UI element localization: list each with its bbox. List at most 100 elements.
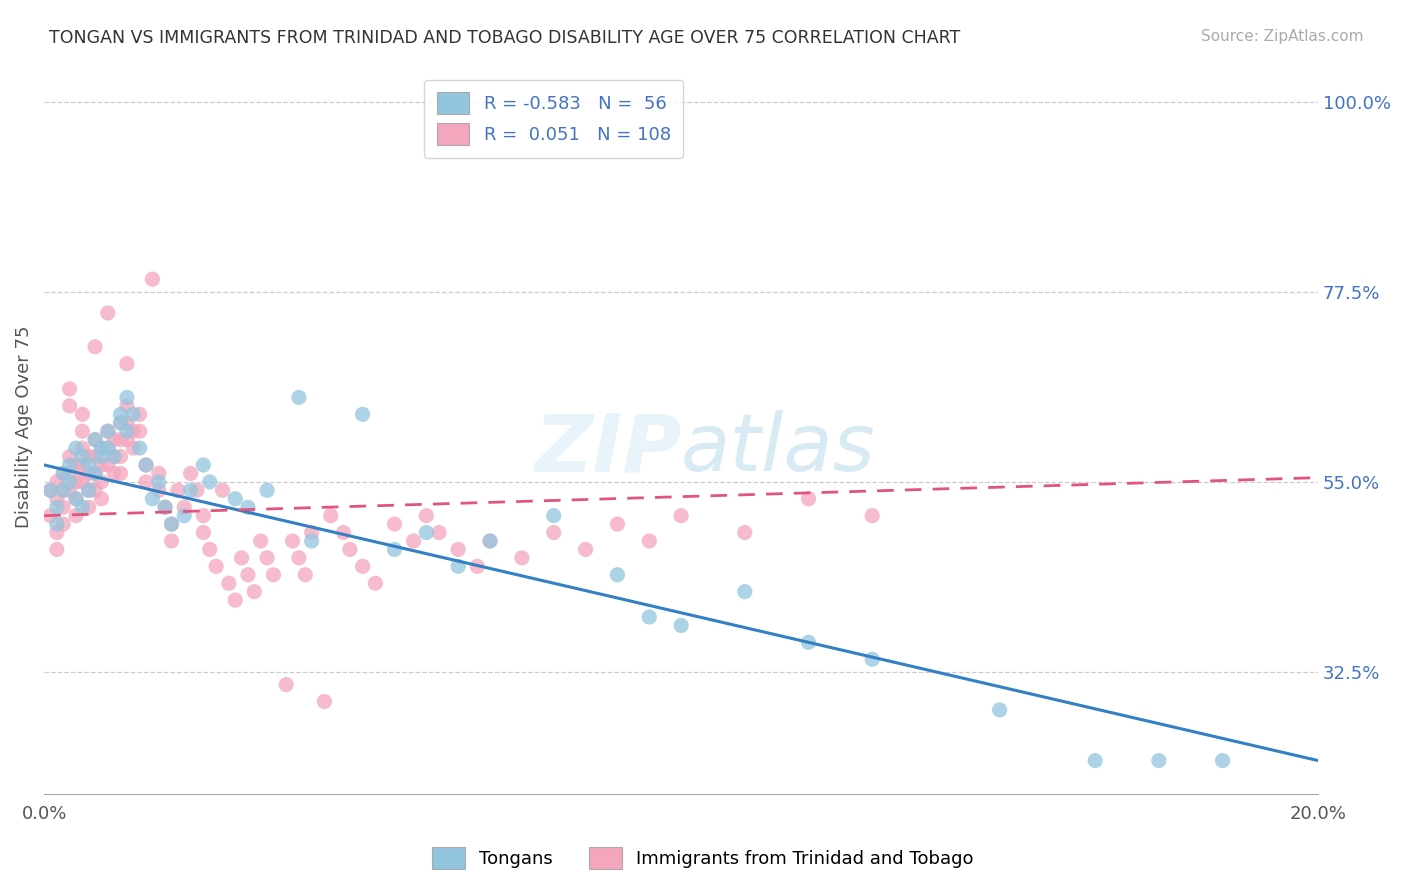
Point	[734, 584, 756, 599]
Point	[115, 433, 138, 447]
Legend: Tongans, Immigrants from Trinidad and Tobago: Tongans, Immigrants from Trinidad and To…	[425, 839, 981, 876]
Point	[669, 618, 692, 632]
Point	[173, 500, 195, 515]
Point	[110, 416, 132, 430]
Text: TONGAN VS IMMIGRANTS FROM TRINIDAD AND TOBAGO DISABILITY AGE OVER 75 CORRELATION: TONGAN VS IMMIGRANTS FROM TRINIDAD AND T…	[49, 29, 960, 46]
Point	[638, 610, 661, 624]
Point	[128, 407, 150, 421]
Point	[224, 491, 246, 506]
Point	[135, 458, 157, 472]
Point	[314, 694, 336, 708]
Point	[97, 441, 120, 455]
Point	[193, 525, 215, 540]
Point	[115, 424, 138, 438]
Point	[364, 576, 387, 591]
Point	[97, 424, 120, 438]
Point	[65, 491, 87, 506]
Point	[231, 550, 253, 565]
Point	[256, 483, 278, 498]
Point	[52, 483, 75, 498]
Point	[39, 483, 62, 498]
Point	[45, 500, 67, 515]
Point	[103, 450, 125, 464]
Point	[198, 542, 221, 557]
Point	[415, 508, 437, 523]
Point	[1147, 754, 1170, 768]
Text: ZIP: ZIP	[534, 410, 681, 488]
Point	[1084, 754, 1107, 768]
Point	[65, 475, 87, 489]
Point	[211, 483, 233, 498]
Point	[103, 450, 125, 464]
Point	[84, 467, 107, 481]
Point	[90, 450, 112, 464]
Point	[193, 508, 215, 523]
Point	[288, 550, 311, 565]
Point	[103, 433, 125, 447]
Point	[148, 467, 170, 481]
Point	[45, 542, 67, 557]
Point	[153, 500, 176, 515]
Point	[58, 483, 80, 498]
Point	[39, 483, 62, 498]
Point	[332, 525, 354, 540]
Point	[72, 407, 94, 421]
Point	[45, 475, 67, 489]
Point	[218, 576, 240, 591]
Point	[52, 467, 75, 481]
Point	[110, 433, 132, 447]
Point	[281, 534, 304, 549]
Point	[45, 491, 67, 506]
Point	[52, 467, 75, 481]
Point	[122, 424, 145, 438]
Point	[58, 475, 80, 489]
Point	[58, 458, 80, 472]
Point	[205, 559, 228, 574]
Point	[447, 542, 470, 557]
Point	[90, 475, 112, 489]
Point	[45, 517, 67, 532]
Point	[65, 491, 87, 506]
Point	[84, 433, 107, 447]
Point	[115, 399, 138, 413]
Point	[243, 584, 266, 599]
Point	[77, 483, 100, 498]
Point	[860, 508, 883, 523]
Point	[72, 458, 94, 472]
Point	[97, 441, 120, 455]
Point	[58, 382, 80, 396]
Point	[58, 450, 80, 464]
Point	[72, 450, 94, 464]
Point	[90, 491, 112, 506]
Text: Source: ZipAtlas.com: Source: ZipAtlas.com	[1201, 29, 1364, 44]
Point	[256, 550, 278, 565]
Point	[77, 458, 100, 472]
Point	[276, 677, 298, 691]
Point	[236, 567, 259, 582]
Legend: R = -0.583   N =  56, R =  0.051   N = 108: R = -0.583 N = 56, R = 0.051 N = 108	[425, 79, 683, 158]
Point	[45, 525, 67, 540]
Point	[122, 441, 145, 455]
Point	[122, 407, 145, 421]
Point	[606, 517, 628, 532]
Point	[115, 357, 138, 371]
Point	[84, 450, 107, 464]
Point	[224, 593, 246, 607]
Point	[39, 508, 62, 523]
Point	[384, 517, 406, 532]
Point	[77, 500, 100, 515]
Point	[1212, 754, 1234, 768]
Point	[160, 534, 183, 549]
Point	[84, 433, 107, 447]
Point	[77, 483, 100, 498]
Point	[167, 483, 190, 498]
Point	[141, 491, 163, 506]
Point	[128, 424, 150, 438]
Point	[319, 508, 342, 523]
Point	[384, 542, 406, 557]
Point	[415, 525, 437, 540]
Point	[479, 534, 502, 549]
Point	[180, 483, 202, 498]
Point	[301, 525, 323, 540]
Point	[135, 475, 157, 489]
